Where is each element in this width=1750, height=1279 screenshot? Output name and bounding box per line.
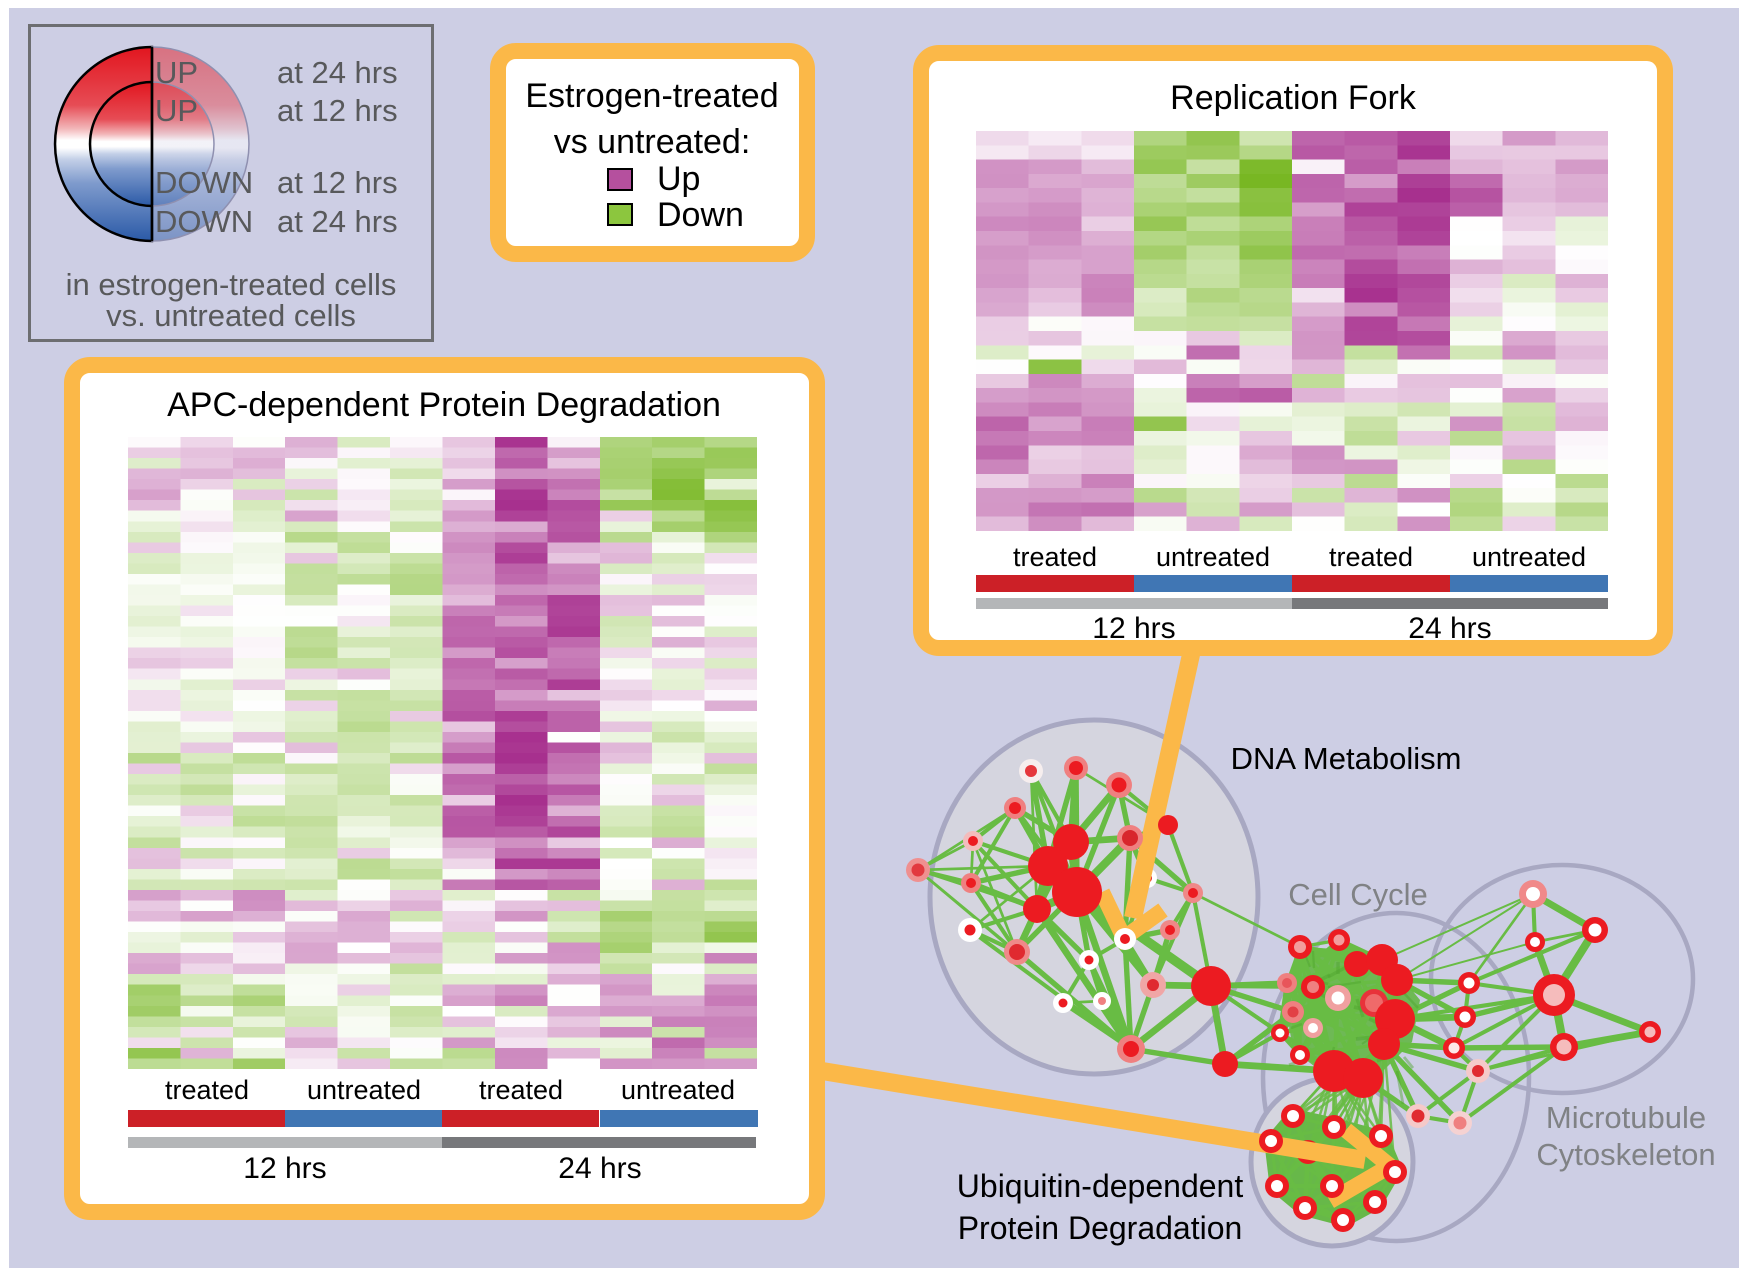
svg-text:Cytoskeleton: Cytoskeleton xyxy=(1536,1137,1715,1172)
svg-text:Microtubule: Microtubule xyxy=(1546,1100,1706,1135)
svg-text:DNA Metabolism: DNA Metabolism xyxy=(1231,741,1462,776)
svg-text:Ubiquitin-dependent: Ubiquitin-dependent xyxy=(957,1168,1244,1204)
svg-text:Protein Degradation: Protein Degradation xyxy=(958,1210,1243,1246)
svg-text:Cell Cycle: Cell Cycle xyxy=(1288,877,1428,912)
